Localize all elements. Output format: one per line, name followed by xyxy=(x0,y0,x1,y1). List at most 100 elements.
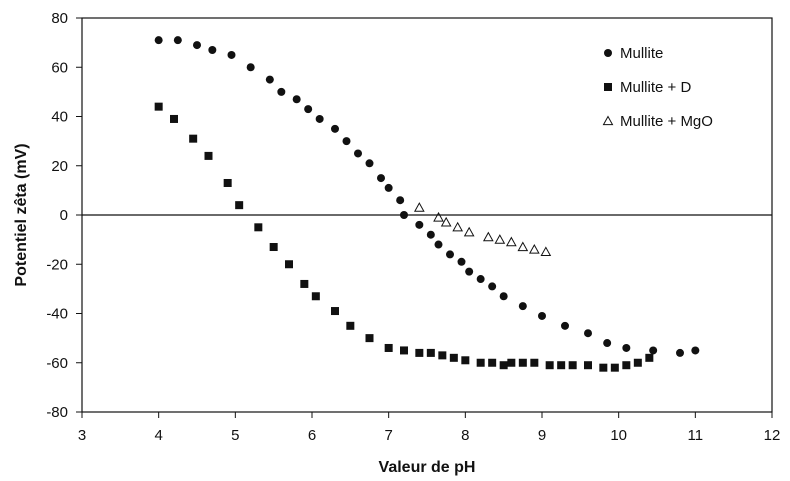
data-point-mullite xyxy=(518,302,527,311)
data-point-mullite xyxy=(584,329,592,338)
legend-marker-mullite xyxy=(604,49,612,57)
y-tick-label: -60 xyxy=(46,355,68,372)
y-axis-title: Potentiel zêta (mV) xyxy=(13,143,30,286)
data-point-mullite-d xyxy=(461,356,470,365)
data-point-mullite xyxy=(377,174,385,183)
series-mullite xyxy=(154,36,700,357)
data-point-mullite xyxy=(499,292,508,301)
data-point-mullite xyxy=(561,321,569,330)
data-point-mullite xyxy=(649,346,658,355)
data-point-mullite-mgo xyxy=(505,236,517,247)
data-point-mullite-d xyxy=(545,361,554,370)
data-point-mullite-d xyxy=(346,321,355,330)
data-point-mullite xyxy=(173,36,182,45)
data-point-mullite-d xyxy=(530,358,539,367)
data-point-mullite xyxy=(384,183,393,192)
y-tick-label: 80 xyxy=(51,10,68,27)
data-point-mullite-d xyxy=(189,134,198,143)
data-point-mullite-d xyxy=(269,243,278,252)
data-point-mullite xyxy=(277,87,286,96)
data-point-mullite-mgo xyxy=(463,226,475,237)
y-tick-label: 40 xyxy=(51,109,68,126)
data-point-mullite-d xyxy=(365,334,374,343)
data-point-mullite-d xyxy=(476,358,485,367)
data-point-mullite xyxy=(304,105,313,114)
data-point-mullite-d xyxy=(170,114,178,123)
data-point-mullite xyxy=(488,282,497,291)
data-point-mullite-mgo xyxy=(433,211,444,222)
x-tick-label: 10 xyxy=(610,427,627,444)
y-tick-label: 60 xyxy=(51,59,68,76)
data-point-mullite-d xyxy=(400,346,408,355)
legend-label-mullite-mgo: Mullite + MgO xyxy=(620,113,713,130)
data-point-mullite-d xyxy=(518,358,527,367)
axes: 3 4 5 6 7 8 9 10 11 12 80 60 40 20 0 -20 -40 -60 -80 xyxy=(46,10,780,444)
series-mullite-d xyxy=(154,102,654,372)
data-point-mullite-d xyxy=(610,363,619,372)
data-point-mullite-mgo xyxy=(482,231,494,242)
data-point-mullite-d xyxy=(285,260,293,269)
data-point-mullite-mgo xyxy=(517,241,529,252)
data-point-mullite xyxy=(434,240,443,249)
x-tick-label: 6 xyxy=(308,427,316,444)
data-point-mullite-d xyxy=(235,201,244,210)
data-point-mullite xyxy=(446,250,454,259)
x-tick-label: 12 xyxy=(764,427,781,444)
data-point-mullite-d xyxy=(622,361,631,370)
y-tick-label: 0 xyxy=(60,207,68,224)
data-point-mullite-d xyxy=(507,358,516,367)
x-axis-title: Valeur de pH xyxy=(379,459,476,476)
data-point-mullite-d xyxy=(384,343,393,352)
x-tick-label: 9 xyxy=(538,427,546,444)
legend-label-mullite: Mullite xyxy=(620,45,663,62)
data-point-mullite-d xyxy=(254,223,263,232)
series-mullite-mgo xyxy=(413,202,552,257)
data-point-mullite-d xyxy=(645,353,654,362)
data-point-mullite-d xyxy=(223,178,232,187)
legend-marker-mullite-mgo xyxy=(602,115,614,126)
data-point-mullite-d xyxy=(300,279,309,288)
x-tick-label: 5 xyxy=(231,427,239,444)
y-tick-label: -80 xyxy=(46,404,68,421)
data-point-mullite xyxy=(315,114,324,123)
legend-label-mullite-d: Mullite + D xyxy=(620,79,691,96)
data-point-mullite-mgo xyxy=(494,234,506,244)
data-point-mullite xyxy=(292,95,301,104)
data-point-mullite xyxy=(476,275,485,284)
x-tick-label: 3 xyxy=(78,427,86,444)
data-point-mullite xyxy=(265,75,274,84)
legend-marker-mullite-d xyxy=(604,83,612,91)
data-point-mullite xyxy=(193,41,201,50)
data-point-mullite xyxy=(426,230,435,239)
data-point-mullite-d xyxy=(204,151,213,160)
data-point-mullite xyxy=(354,149,362,158)
data-point-mullite-d xyxy=(488,358,497,367)
data-point-mullite-d xyxy=(311,292,320,301)
data-point-mullite xyxy=(603,339,612,348)
data-point-mullite xyxy=(208,46,217,55)
data-point-mullite xyxy=(400,211,408,219)
data-point-mullite xyxy=(154,36,163,45)
data-point-mullite-d xyxy=(438,351,447,360)
x-tick-label: 8 xyxy=(461,427,469,444)
data-point-mullite-mgo xyxy=(440,216,452,227)
data-point-mullite xyxy=(465,267,474,276)
data-point-mullite-d xyxy=(499,361,508,370)
x-tick-label: 7 xyxy=(384,427,392,444)
data-point-mullite-d xyxy=(449,353,458,362)
data-point-mullite-d xyxy=(331,307,339,316)
data-point-mullite-d xyxy=(154,102,163,111)
data-point-mullite xyxy=(396,196,405,205)
data-point-mullite-d xyxy=(557,361,566,370)
data-point-mullite xyxy=(227,50,236,59)
data-point-mullite-d xyxy=(584,361,592,370)
data-point-mullite-d xyxy=(633,358,642,367)
data-point-mullite-d xyxy=(599,363,608,372)
data-point-mullite-mgo xyxy=(452,221,464,232)
data-point-mullite-mgo xyxy=(413,202,425,212)
data-point-mullite xyxy=(676,348,684,357)
data-point-mullite xyxy=(691,346,700,355)
data-marks xyxy=(154,36,700,372)
data-point-mullite xyxy=(415,220,424,229)
